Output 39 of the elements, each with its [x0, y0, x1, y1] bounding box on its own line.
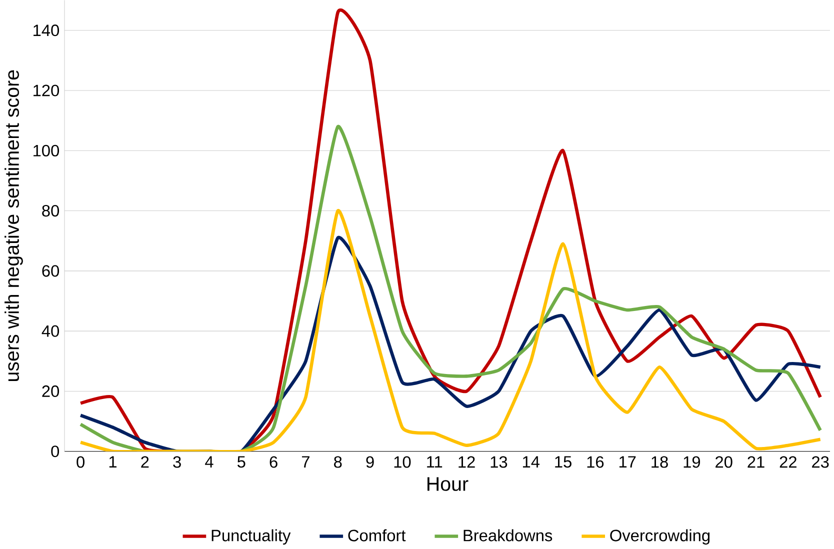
y-tick-label: 100 — [34, 144, 60, 157]
legend-label: Breakdowns — [464, 529, 552, 542]
x-tick-label: 20 — [716, 456, 732, 468]
y-tick-label: 120 — [34, 84, 60, 96]
x-tick-label: 13 — [490, 456, 508, 468]
line-series — [78, 125, 822, 452]
legend-label: Overcrowding — [610, 529, 710, 545]
legend-label: Punctuality — [212, 529, 291, 545]
x-tick-label: 11 — [427, 456, 442, 468]
y-tick-label: 140 — [34, 24, 60, 36]
x-tick-label: 17 — [619, 456, 636, 468]
x-tick-label: 9 — [366, 456, 374, 468]
x-tick-label: 7 — [302, 456, 310, 468]
x-tick-label: 14 — [522, 456, 540, 468]
x-tick-label: 22 — [780, 456, 796, 468]
x-tick-label: 18 — [652, 456, 668, 468]
y-tick-label: 20 — [42, 386, 60, 398]
x-tick-label: 4 — [205, 456, 214, 468]
x-tick-label: 23 — [812, 456, 829, 468]
legend-label: Comfort — [348, 529, 406, 542]
y-tick-label: 40 — [42, 325, 60, 338]
x-tick-label: 12 — [458, 456, 475, 468]
y-tick-label: 0 — [51, 446, 60, 458]
y-tick-label: 60 — [42, 265, 60, 277]
x-tick-label: 6 — [270, 456, 278, 468]
x-tick-label: 15 — [555, 456, 572, 468]
x-tick-label: 1 — [109, 456, 116, 468]
x-tick-label: 16 — [587, 456, 604, 468]
x-tick-label: 8 — [334, 456, 342, 468]
x-tick-label: 3 — [173, 456, 181, 468]
x-tick-label: 10 — [394, 456, 411, 468]
x-tick-label: 0 — [76, 456, 84, 468]
y-axis-title: users with negative sentiment score — [4, 70, 23, 382]
x-tick-label: 2 — [141, 456, 149, 468]
x-tick-label: 21 — [748, 456, 764, 468]
x-axis-title: Hour — [428, 477, 468, 492]
y-tick-label: 80 — [42, 205, 60, 217]
x-tick-label: 5 — [237, 456, 246, 468]
x-tick-label: 19 — [684, 456, 700, 468]
